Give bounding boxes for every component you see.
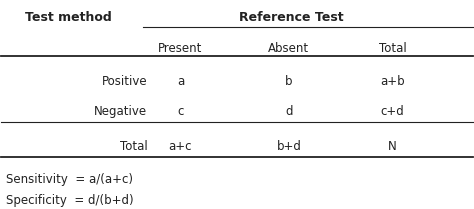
Text: Total: Total [120,140,147,153]
Text: Negative: Negative [94,105,147,118]
Text: Test method: Test method [25,11,112,24]
Text: Positive: Positive [102,75,147,88]
Text: c: c [177,105,183,118]
Text: Total: Total [379,42,406,55]
Text: N: N [388,140,397,153]
Text: d: d [285,105,292,118]
Text: Present: Present [158,42,203,55]
Text: a+c: a+c [169,140,192,153]
Text: Specificity  = d/(b+d): Specificity = d/(b+d) [6,194,134,207]
Text: a: a [177,75,184,88]
Text: b+d: b+d [276,140,301,153]
Text: Reference Test: Reference Test [239,11,344,24]
Text: a+b: a+b [380,75,405,88]
Text: Sensitivity  = a/(a+c): Sensitivity = a/(a+c) [6,173,133,186]
Text: Absent: Absent [268,42,310,55]
Text: c+d: c+d [381,105,404,118]
Text: b: b [285,75,292,88]
